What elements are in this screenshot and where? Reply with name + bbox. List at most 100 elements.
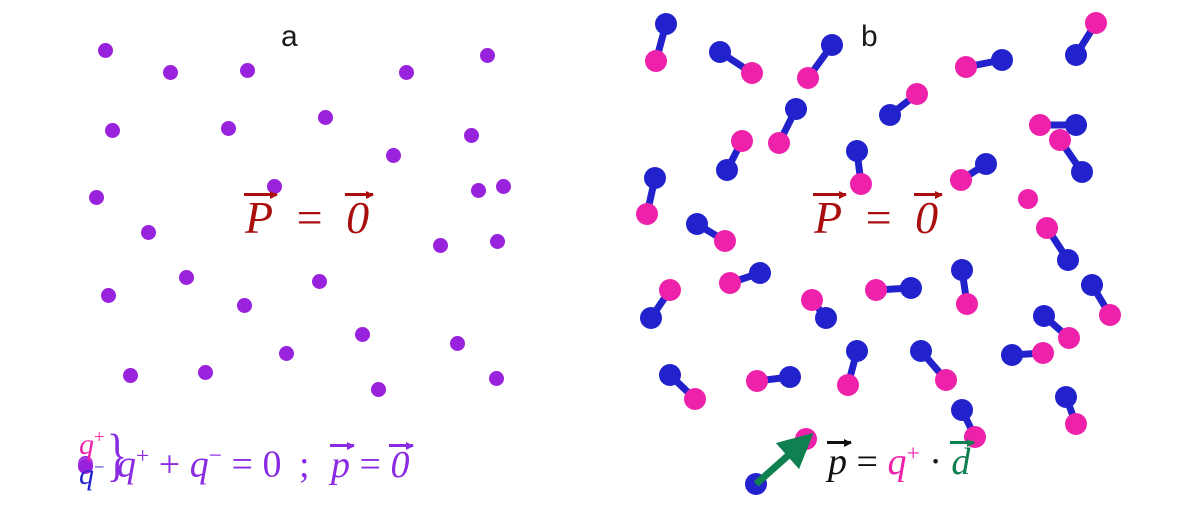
- equals-sign: =: [296, 192, 323, 243]
- neutral-atom-dot: [178, 269, 194, 285]
- charge-sup: +: [906, 440, 920, 467]
- positive-charge-dot: [1085, 12, 1107, 34]
- positive-charge-dot: [1029, 114, 1051, 136]
- negative-charge-dot: [709, 41, 731, 63]
- neutral-atom-dot: [463, 127, 479, 143]
- dipole-pair: [865, 277, 922, 301]
- vector-arrow-icon: [244, 191, 279, 199]
- positive-charge-dot: [746, 370, 768, 392]
- negative-charge-dot: [640, 307, 662, 329]
- positive-charge-dot: [741, 62, 763, 84]
- neutral-atom-dot: [104, 122, 120, 138]
- negative-charge-dot: [1081, 274, 1103, 296]
- neutral-atom-dot: [317, 109, 333, 125]
- neutral-atom-dot: [88, 189, 104, 205]
- dipole-pair: [1033, 305, 1080, 349]
- positive-charge-dot: [1065, 413, 1087, 435]
- dipole-pair: [950, 153, 997, 191]
- negative-charge-dot: [879, 104, 901, 126]
- panel-label-b: b: [861, 20, 878, 53]
- dipole-pair: [951, 259, 978, 315]
- dipole-pair: [640, 279, 681, 329]
- formula-legend-a: q+ q− } q+ + q− = 0 ; p = 0: [73, 426, 415, 499]
- charge-positive-label: q+: [79, 427, 105, 461]
- negative-charge-dot: [644, 167, 666, 189]
- dipole-pair: [645, 13, 677, 72]
- dipole-pair: [951, 399, 986, 448]
- dot-operator: ·: [929, 441, 942, 483]
- neutral-atom-dot: [220, 120, 236, 136]
- negative-charge-dot: [991, 49, 1013, 71]
- negative-charge-dot: [1071, 161, 1093, 183]
- sum-result: 0: [262, 443, 282, 486]
- dipole-pair: [1055, 386, 1087, 435]
- dipole-pair: [801, 289, 837, 329]
- equals-sign: =: [231, 443, 253, 486]
- vector-P-a: P: [244, 191, 279, 241]
- neutral-atom-dot: [236, 297, 252, 313]
- positive-charge-dot: [768, 132, 790, 154]
- positive-charge-dot: [797, 67, 819, 89]
- plus-sign: +: [158, 443, 181, 486]
- positive-charge-dot: [659, 279, 681, 301]
- dipole-pair: [910, 340, 957, 391]
- neutral-atom-dot: [449, 335, 465, 351]
- negative-charge-dot: [900, 277, 922, 299]
- separator-semicolon: ;: [298, 443, 310, 486]
- neutral-atom-dot: [470, 182, 486, 198]
- negative-charge-dot: [1033, 305, 1055, 327]
- dipole-pair: [1081, 274, 1121, 326]
- dipole-pair: [846, 140, 872, 195]
- neutral-atom-dot: [311, 273, 327, 289]
- negative-charge-dot: [846, 140, 868, 162]
- vector-zero-a: 0: [345, 191, 375, 241]
- dipole-pair: [1065, 12, 1107, 66]
- dipole-pair: [797, 34, 843, 89]
- negative-charge-dot: [686, 213, 708, 235]
- dipole-pair: [1029, 114, 1087, 136]
- neutral-atom-dot: [162, 64, 178, 80]
- dipole-vector-arrow-icon: [745, 428, 817, 495]
- neutral-atom-dot: [197, 364, 213, 380]
- dipole-pair: [659, 364, 706, 410]
- panel-label-a: a: [281, 20, 298, 53]
- neutral-atom-dot: [432, 237, 448, 253]
- vector-arrow-icon: [330, 441, 355, 450]
- charge-symbol: q: [887, 441, 907, 483]
- negative-charge-dot: [815, 307, 837, 329]
- positive-charge-dot: [731, 130, 753, 152]
- neutral-atom-dot: [495, 178, 511, 194]
- negative-charge-dot: [749, 262, 771, 284]
- neutral-atom-dot: [479, 47, 495, 63]
- vector-arrow-icon: [345, 191, 375, 199]
- negative-charge-dot: [659, 364, 681, 386]
- neutral-atom-dot: [140, 224, 156, 240]
- vector-P-b: P: [813, 191, 848, 241]
- neutral-atom-dot: [488, 370, 504, 386]
- equals-sign: =: [856, 441, 878, 483]
- positive-charge-dot: [935, 369, 957, 391]
- negative-charge-dot: [821, 34, 843, 56]
- positive-charge-dot: [906, 83, 928, 105]
- dipole-pair: [879, 83, 928, 126]
- neutral-atom-dot: [239, 62, 255, 78]
- negative-charge-dot: [1055, 386, 1077, 408]
- negative-charge-dot: [1057, 249, 1079, 271]
- vector-zero-legend-a: 0: [389, 441, 415, 484]
- negative-charge-dot: [1065, 114, 1087, 136]
- dipole-pair: [719, 262, 771, 294]
- dipole-pair: [1036, 217, 1079, 271]
- vector-p-b: p: [827, 439, 852, 481]
- vector-arrow-icon: [813, 191, 848, 199]
- dipole-pair: [746, 366, 801, 392]
- negative-charge-dot: [951, 399, 973, 421]
- formula-polarization-b: P = 0: [812, 191, 944, 241]
- equals-sign-2: =: [359, 443, 381, 486]
- neutral-atom-dot: [354, 326, 370, 342]
- neutral-atom-dot: [370, 381, 386, 397]
- negative-charge-dot: [910, 340, 932, 362]
- dipole-pair: [768, 98, 807, 154]
- negative-charge-dot: [846, 340, 868, 362]
- positive-charge-dot: [636, 203, 658, 225]
